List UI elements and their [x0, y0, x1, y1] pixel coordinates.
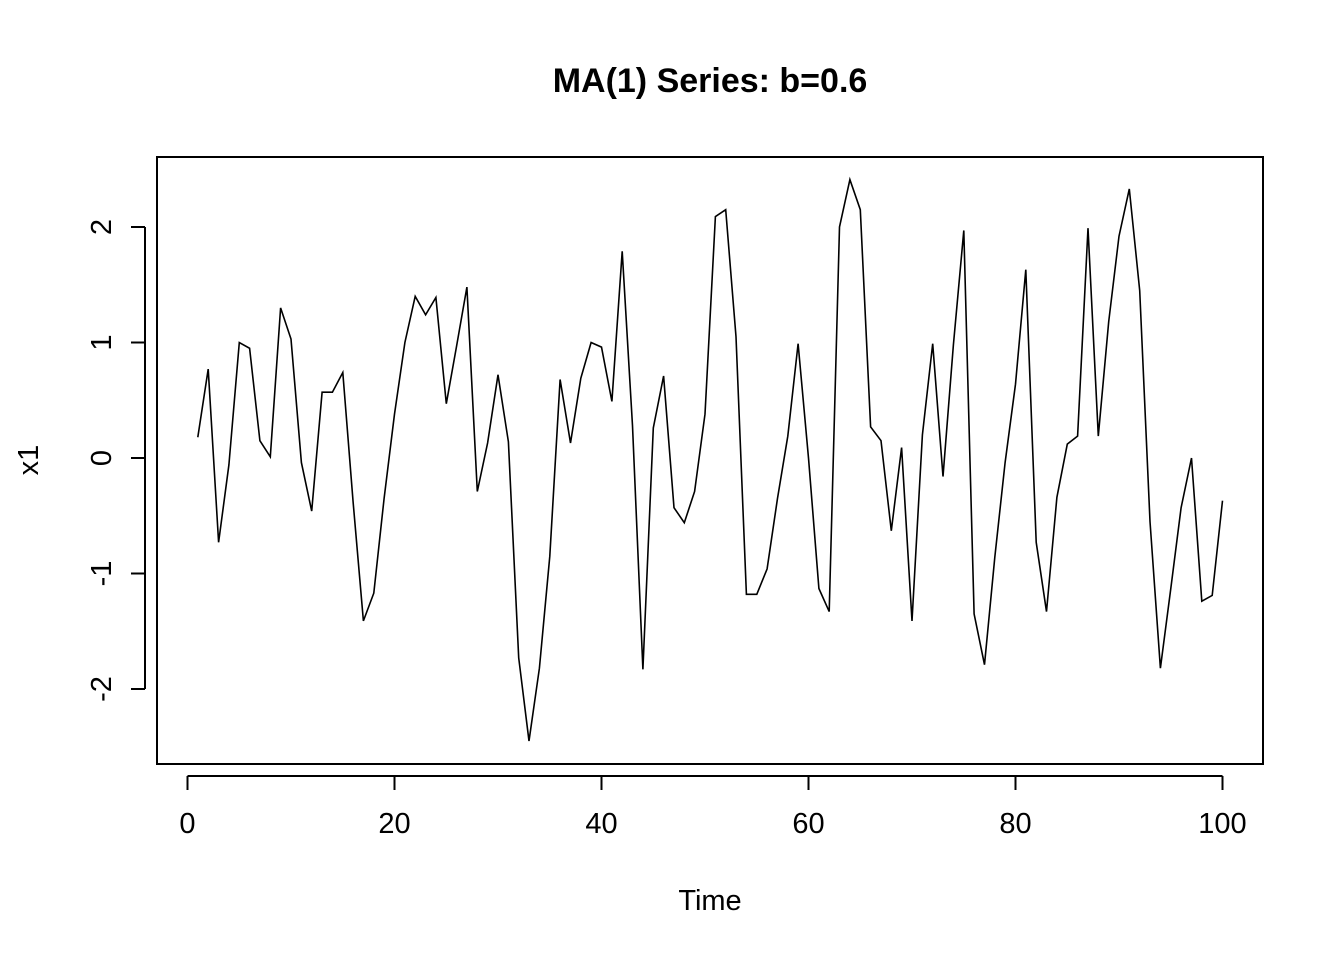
x-tick-label: 20 — [378, 808, 410, 840]
series-line-1 — [197, 176, 1224, 742]
x-tick-label: 80 — [999, 808, 1031, 840]
y-tick-label: 1 — [86, 334, 118, 350]
y-tick-label: -1 — [86, 561, 118, 587]
series-layer — [197, 176, 1224, 742]
x-tick-label: 0 — [179, 808, 195, 840]
x-tick-label: 60 — [792, 808, 824, 840]
x-tick-label: 100 — [1198, 808, 1246, 840]
x-tick-label: 40 — [585, 808, 617, 840]
plot-area-frame — [156, 156, 1264, 765]
y-axis-label: x1 — [13, 445, 45, 476]
y-axis: -2 -1 0 1 2 — [86, 219, 146, 702]
x-axis: 0 20 40 60 80 100 — [179, 775, 1247, 840]
chart-title: MA(1) Series: b=0.6 — [553, 62, 868, 100]
x-axis-label: Time — [678, 885, 741, 917]
y-tick-label: 2 — [86, 219, 118, 235]
y-tick-label: -2 — [86, 676, 118, 702]
y-tick-label: 0 — [86, 450, 118, 466]
